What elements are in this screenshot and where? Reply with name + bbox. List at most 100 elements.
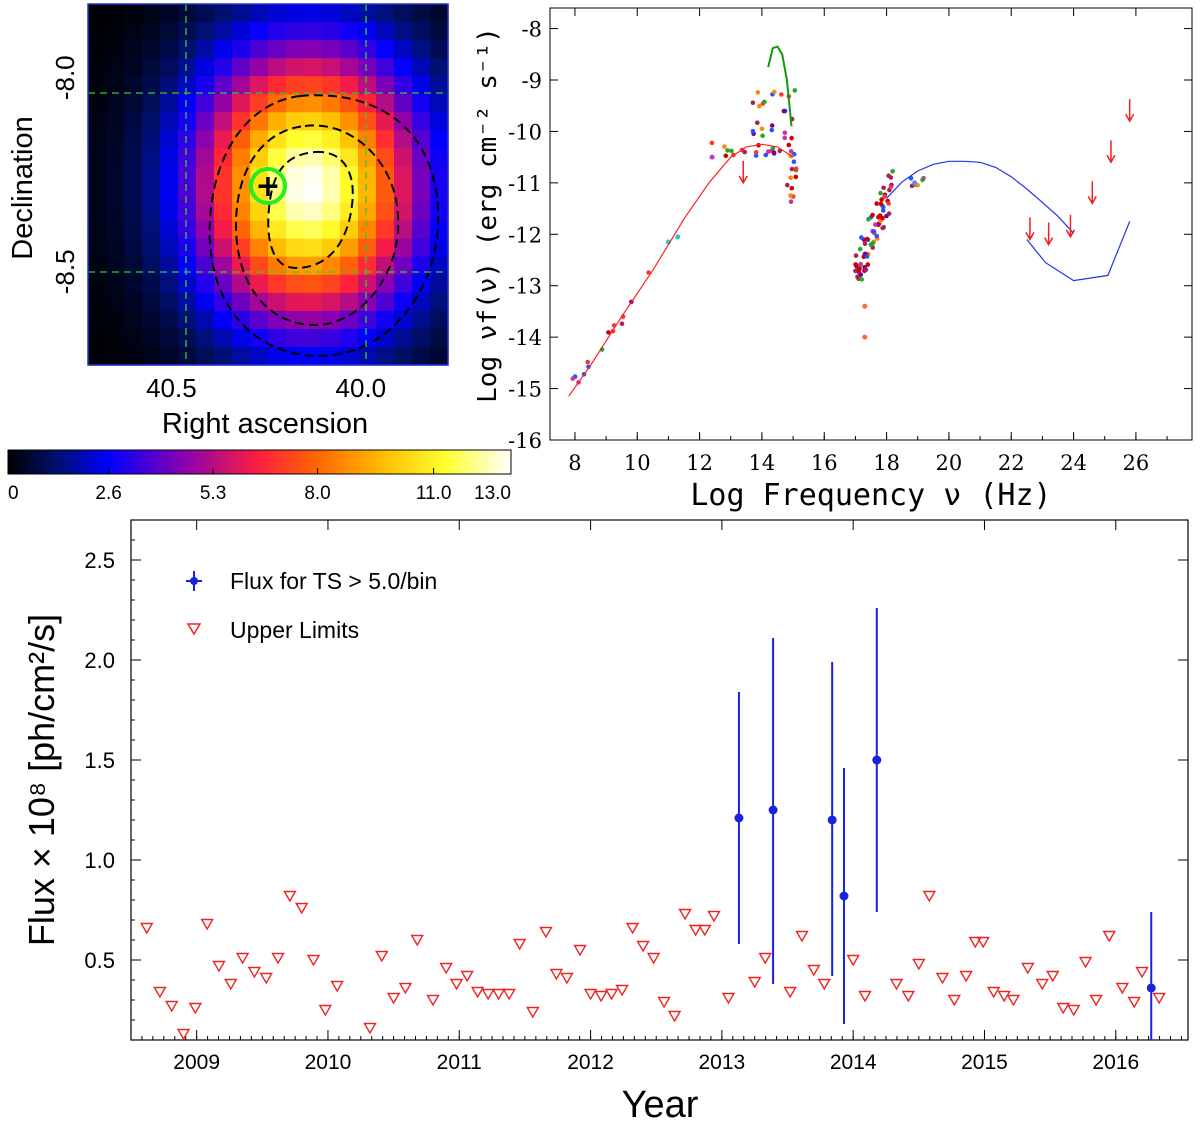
- heatmap-cell: [214, 220, 233, 240]
- heatmap-cell: [376, 148, 395, 168]
- heatmap-cell: [430, 310, 449, 330]
- heatmap-cell: [88, 274, 107, 294]
- lc-upper-limit: [889, 978, 904, 991]
- heatmap-cell: [412, 166, 431, 186]
- lc-upper-limit: [625, 922, 640, 935]
- heatmap-cell: [196, 328, 215, 348]
- heatmap-cell: [430, 202, 449, 222]
- heatmap-cell: [196, 202, 215, 222]
- heatmap-cell: [430, 256, 449, 276]
- heatmap-cell: [106, 328, 125, 348]
- heatmap-cell: [430, 76, 449, 95]
- lc-upper-limit: [140, 922, 154, 935]
- sed-curves: [568, 45, 1131, 397]
- lc-upper-limit: [986, 986, 1001, 999]
- heatmap-cell: [196, 310, 215, 330]
- heatmap-cell: [340, 238, 359, 258]
- sed-data-point: [792, 88, 798, 93]
- heatmap-cell: [376, 40, 395, 59]
- heatmap-cell: [304, 112, 323, 131]
- heatmap-cell: [232, 184, 251, 204]
- lc-upper-limit: [386, 992, 401, 1005]
- colorbar: 0 2.6 5.3 8.0 11.0 13.0: [7, 449, 512, 504]
- heatmap-cell: [304, 76, 323, 95]
- heatmap-cell: [250, 292, 269, 312]
- heatmap-cell: [142, 58, 161, 77]
- lc-upper-limit: [1046, 970, 1060, 983]
- lc-upper-limit: [1115, 982, 1130, 995]
- heatmap-cell: [124, 238, 143, 258]
- heatmap-cell: [214, 130, 233, 149]
- sed-data-point: [709, 154, 715, 160]
- heatmap-cell: [160, 76, 179, 95]
- heatmap-cell: [304, 256, 323, 276]
- heatmap-cell: [196, 166, 215, 186]
- heatmap-cell: [340, 130, 359, 149]
- heatmap-cell: [232, 130, 251, 149]
- heatmap-cell: [106, 130, 125, 149]
- lc-upper-limit: [1067, 1004, 1081, 1017]
- sed-ytick-label: -15: [508, 378, 542, 402]
- lc-upper-limit: [783, 986, 797, 999]
- sed-data-point: [791, 159, 797, 164]
- heatmap-cell: [322, 76, 341, 95]
- sed-data-point: [853, 262, 858, 267]
- heatmap-cell: [412, 40, 431, 59]
- sed-upper-limit-arrow: [1106, 154, 1116, 164]
- lc-upper-limit: [615, 984, 629, 997]
- lc-upper-limit: [502, 988, 516, 1001]
- heatmap-cell: [232, 58, 251, 77]
- legend-flux-label: Flux for TS > 5.0/bin: [230, 568, 437, 594]
- sed-data-point: [606, 330, 611, 335]
- heatmap-cell: [250, 256, 269, 276]
- sed-data-point: [779, 92, 784, 97]
- heatmap-cell: [232, 40, 251, 59]
- sed-data-point: [789, 166, 795, 172]
- sed-xtick-label: 12: [686, 451, 713, 475]
- heatmap-cell: [124, 76, 143, 95]
- heatmap-cell: [304, 4, 323, 23]
- heatmap-cell: [340, 4, 359, 23]
- ts-map-dashed-lines: [88, 4, 448, 365]
- lc-upper-limit: [594, 990, 608, 1003]
- heatmap-cell: [250, 220, 269, 240]
- sed-data-point: [878, 201, 884, 207]
- heatmap-cell: [178, 148, 197, 168]
- heatmap-cell: [214, 256, 233, 276]
- lc-upper-limit: [1089, 994, 1103, 1007]
- heatmap-cell: [430, 112, 449, 131]
- heatmap-cell: [160, 94, 179, 113]
- heatmap-cell: [178, 130, 197, 149]
- lc-upper-limit: [526, 1006, 540, 1019]
- heatmap-cell: [214, 76, 233, 95]
- sed-data-point: [853, 253, 859, 258]
- heatmap-cell: [214, 202, 233, 222]
- sed-xtick-label: 18: [873, 451, 900, 475]
- heatmap-cell: [160, 40, 179, 59]
- heatmap-cell: [88, 4, 107, 23]
- lc-xtick-label: 2015: [961, 1051, 1008, 1074]
- heatmap-cell: [412, 346, 431, 366]
- lc-upper-limit: [560, 972, 574, 985]
- sed-ytick-label: -13: [508, 275, 542, 299]
- heatmap-cell: [340, 40, 359, 59]
- sed-data-point: [759, 126, 765, 132]
- heatmap-cell: [268, 310, 287, 330]
- heatmap-cell: [106, 274, 125, 294]
- heatmap-cell: [250, 310, 269, 330]
- heatmap-cell: [322, 256, 341, 276]
- heatmap-cell: [322, 238, 341, 258]
- heatmap-cell: [142, 274, 161, 294]
- lc-upper-limit: [188, 1002, 203, 1015]
- heatmap-cell: [142, 292, 161, 312]
- lc-upper-limit: [283, 890, 297, 903]
- heatmap-cell: [232, 22, 251, 41]
- sed-data-point: [874, 201, 879, 206]
- heatmap-cell: [286, 292, 305, 312]
- lc-xtick-label: 2014: [830, 1051, 877, 1074]
- heatmap-cell: [268, 256, 287, 276]
- heatmap-cell: [106, 22, 125, 41]
- contour-middle: [234, 124, 400, 327]
- heatmap-cell: [376, 130, 395, 149]
- lc-ytick-label: 0.5: [84, 948, 115, 973]
